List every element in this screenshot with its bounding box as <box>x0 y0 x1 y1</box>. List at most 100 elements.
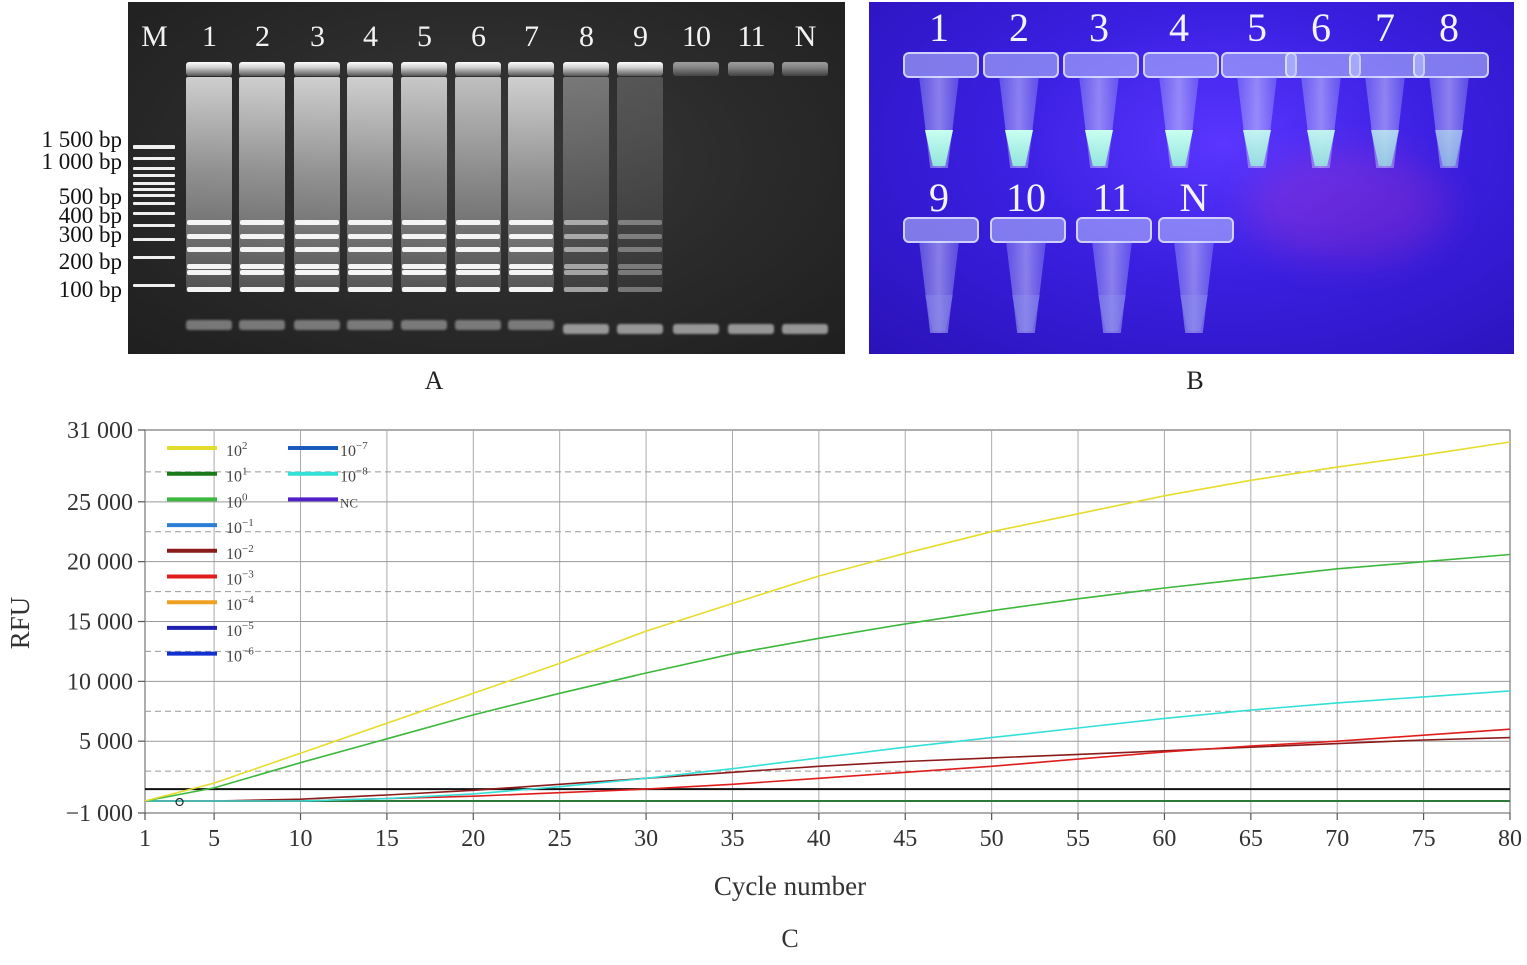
legend-label-exponent: −5 <box>242 620 254 632</box>
marker-band <box>133 157 175 160</box>
legend-label-base: NC <box>340 495 358 510</box>
legend-label-base: 10 <box>340 443 356 460</box>
lane-label: 6 <box>471 20 486 53</box>
gel-well <box>673 62 719 76</box>
primer-dimer <box>294 320 340 330</box>
lane-label: 4 <box>363 20 378 53</box>
dna-band <box>618 247 662 252</box>
gel-well <box>186 62 232 76</box>
bp-size-label: 400 bp <box>58 203 122 228</box>
legend-label-base: 10 <box>226 572 242 589</box>
bp-size-label: 200 bp <box>58 249 122 274</box>
dna-band <box>456 247 500 252</box>
chart-series <box>144 441 1511 807</box>
chart-legend: 10210110010−110−210−310−410−510−610−710−… <box>167 440 368 666</box>
y-tick-label: 25 000 <box>67 490 133 516</box>
gel-well <box>728 62 774 76</box>
legend-label-exponent: −7 <box>356 440 368 452</box>
dna-band <box>402 270 446 275</box>
y-tick-label: 31 000 <box>67 418 133 444</box>
dna-band <box>618 264 662 269</box>
panel-c-caption: C <box>781 924 798 953</box>
tube-label: 11 <box>1092 175 1132 220</box>
gel-well <box>455 62 501 76</box>
dna-band <box>348 264 392 269</box>
dna-band <box>509 220 553 225</box>
lane-label: 8 <box>579 20 594 53</box>
legend-label: 101 <box>226 466 248 486</box>
dna-band <box>187 264 231 269</box>
reaction-tube <box>1063 52 1139 172</box>
x-tick-label: 5 <box>208 826 220 852</box>
y-tick-label: 10 000 <box>67 669 133 695</box>
legend-label-base: 10 <box>226 443 242 460</box>
dna-band <box>509 247 553 252</box>
x-tick-label: 70 <box>1325 826 1349 852</box>
gel-well <box>617 62 663 76</box>
dna-smear <box>563 77 609 292</box>
dna-smear <box>401 77 447 292</box>
marker-band <box>133 224 175 227</box>
reaction-tube <box>903 217 979 337</box>
legend-label-base: 10 <box>226 623 242 640</box>
primer-dimer <box>401 320 447 330</box>
dna-band <box>564 264 608 269</box>
legend-label-exponent: 0 <box>242 491 248 503</box>
primer-dimer <box>782 324 828 334</box>
x-tick-label: 1 <box>139 826 151 852</box>
dna-band <box>295 287 339 292</box>
marker-band <box>133 202 175 205</box>
x-tick-label: 50 <box>980 826 1004 852</box>
primer-dimer <box>673 324 719 334</box>
dna-band <box>240 220 284 225</box>
legend-label: 10−7 <box>340 440 368 460</box>
dna-smear <box>455 77 501 292</box>
legend-label-exponent: −8 <box>356 466 368 478</box>
reaction-tube <box>1158 217 1234 337</box>
x-tick-label: 45 <box>893 826 917 852</box>
primer-dimer <box>347 320 393 330</box>
baseline-marker <box>175 797 184 807</box>
series-line-10 <box>145 690 1511 802</box>
x-tick-label: 20 <box>461 826 485 852</box>
dna-band <box>456 220 500 225</box>
marker-band <box>133 174 175 177</box>
legend-label: 10−5 <box>226 620 254 640</box>
x-tick-label: 35 <box>720 826 744 852</box>
chart-grid <box>144 429 1511 814</box>
dna-band <box>240 264 284 269</box>
lane-label: 11 <box>737 20 766 53</box>
tube-label: 8 <box>1439 5 1459 50</box>
dna-smear <box>508 77 554 292</box>
dna-band <box>618 287 662 292</box>
x-tick-label: 65 <box>1239 826 1263 852</box>
dna-band <box>564 247 608 252</box>
dna-band <box>456 270 500 275</box>
lane-label: 2 <box>255 20 270 53</box>
dna-band <box>456 287 500 292</box>
dna-smear <box>294 77 340 292</box>
legend-label-exponent: 2 <box>242 440 248 452</box>
series-line-4 <box>145 736 1511 802</box>
x-tick-label: 15 <box>375 826 399 852</box>
y-tick-label: 15 000 <box>67 610 133 636</box>
primer-dimer <box>455 320 501 330</box>
dna-band <box>564 270 608 275</box>
x-tick-label: 75 <box>1412 826 1436 852</box>
reaction-tube <box>983 52 1059 172</box>
y-tick-label: 20 000 <box>67 550 133 576</box>
dna-band <box>402 247 446 252</box>
dna-band <box>240 270 284 275</box>
legend-label-exponent: −3 <box>242 569 254 581</box>
dna-smear <box>239 77 285 292</box>
legend-label: 10−2 <box>226 543 254 563</box>
dna-band <box>295 220 339 225</box>
dna-band <box>509 270 553 275</box>
legend-label-exponent: −2 <box>242 543 254 555</box>
lane-label: 5 <box>417 20 432 53</box>
gel-well <box>401 62 447 76</box>
dna-band <box>564 287 608 292</box>
legend-label: 10−4 <box>226 594 254 614</box>
